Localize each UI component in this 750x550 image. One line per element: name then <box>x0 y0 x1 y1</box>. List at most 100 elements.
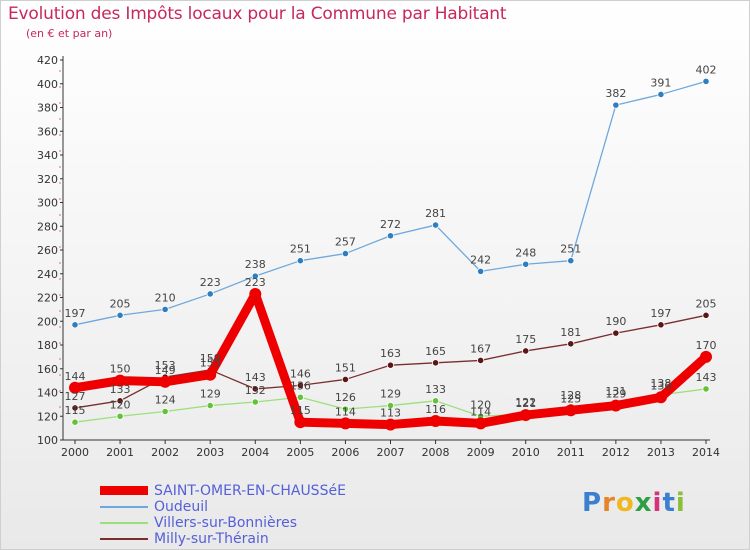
data-label: 120 <box>470 398 491 411</box>
data-point <box>69 381 81 394</box>
data-label: 170 <box>696 339 717 352</box>
data-point <box>612 329 620 337</box>
data-label: 146 <box>290 367 311 380</box>
data-label: 113 <box>380 407 401 420</box>
data-point <box>114 374 127 387</box>
data-label: 155 <box>200 357 221 370</box>
data-label: 402 <box>696 63 717 76</box>
data-label: 129 <box>605 388 626 401</box>
data-label: 133 <box>110 383 131 396</box>
data-point <box>71 404 79 412</box>
data-label: 114 <box>470 405 491 418</box>
data-label: 238 <box>245 258 266 271</box>
data-point <box>206 401 214 410</box>
data-label: 167 <box>470 342 491 355</box>
legend-label: Villers-sur-Bonnières <box>154 515 298 531</box>
data-point <box>341 405 350 413</box>
data-label: 149 <box>155 364 176 377</box>
data-point <box>567 340 575 348</box>
y-tick-label: 360 <box>37 125 58 138</box>
y-tick-label: 120 <box>37 410 58 423</box>
data-label: 163 <box>380 347 401 360</box>
data-point <box>474 417 487 430</box>
data-label: 143 <box>245 371 266 384</box>
data-point <box>702 77 710 85</box>
data-point <box>161 305 169 313</box>
data-point <box>341 375 350 384</box>
y-tick-label: 280 <box>37 220 58 233</box>
data-point <box>386 361 395 369</box>
x-tick-label: 2010 <box>512 446 540 459</box>
data-label: 116 <box>425 403 446 416</box>
y-tick-label: 420 <box>37 54 58 67</box>
data-label: 129 <box>380 388 401 401</box>
y-tick-label: 400 <box>37 78 58 91</box>
data-point <box>477 267 485 275</box>
data-label: 382 <box>605 87 626 100</box>
data-point <box>519 409 532 422</box>
data-label: 151 <box>335 361 356 374</box>
data-label: 136 <box>650 379 671 392</box>
data-point <box>522 347 530 355</box>
data-point <box>386 401 395 410</box>
data-point <box>249 287 262 300</box>
x-tick-label: 2012 <box>602 446 630 459</box>
series-line <box>74 80 707 326</box>
data-label: 120 <box>110 398 131 411</box>
data-point <box>522 260 530 268</box>
data-label: 190 <box>605 315 626 328</box>
proxiti-logo: Proxiti <box>582 488 686 518</box>
legend-swatch <box>100 506 148 508</box>
data-point <box>564 404 577 417</box>
data-label: 175 <box>515 333 536 346</box>
data-label: 181 <box>560 326 581 339</box>
legend-swatch <box>100 522 148 524</box>
data-point <box>71 418 79 426</box>
logo-letter: o <box>615 488 635 518</box>
data-label: 150 <box>110 363 131 376</box>
y-tick-label: 340 <box>37 149 58 162</box>
x-tick-label: 2008 <box>422 446 450 459</box>
x-tick-label: 2011 <box>557 446 585 459</box>
x-tick-label: 2013 <box>647 446 675 459</box>
data-label: 132 <box>245 384 266 397</box>
data-label: 251 <box>290 243 311 256</box>
logo-letter: P <box>582 488 603 518</box>
data-point <box>702 311 710 319</box>
legend-label: SAINT-OMER-EN-CHAUSSéE <box>154 483 346 499</box>
data-label: 165 <box>425 345 446 358</box>
data-point <box>702 385 710 393</box>
y-tick-label: 380 <box>37 102 58 115</box>
data-point <box>341 249 350 258</box>
data-point <box>206 290 214 298</box>
data-label: 197 <box>65 307 86 320</box>
data-label: 153 <box>155 359 176 372</box>
y-tick-label: 260 <box>37 244 58 257</box>
data-label: 159 <box>200 352 221 365</box>
data-label: 205 <box>110 297 131 310</box>
data-label: 126 <box>335 391 356 404</box>
data-point <box>612 101 620 109</box>
data-point <box>116 311 124 319</box>
data-point <box>657 321 665 329</box>
y-tick-label: 180 <box>37 339 58 352</box>
data-point <box>296 257 304 265</box>
data-point <box>654 391 667 404</box>
data-point <box>431 221 440 229</box>
x-tick-label: 2001 <box>106 446 134 459</box>
data-point <box>567 257 575 265</box>
data-label: 128 <box>560 389 581 402</box>
data-label: 124 <box>155 394 176 407</box>
data-label: 121 <box>515 397 536 410</box>
data-point <box>477 356 485 365</box>
data-label: 205 <box>696 297 717 310</box>
logo-letter: x <box>634 488 653 518</box>
legend-label: Oudeuil <box>154 499 209 515</box>
data-point <box>159 375 172 388</box>
data-point <box>431 359 440 367</box>
x-tick-label: 2002 <box>151 446 179 459</box>
data-point <box>609 399 622 412</box>
data-point <box>429 415 442 427</box>
y-tick-label: 200 <box>37 315 58 328</box>
